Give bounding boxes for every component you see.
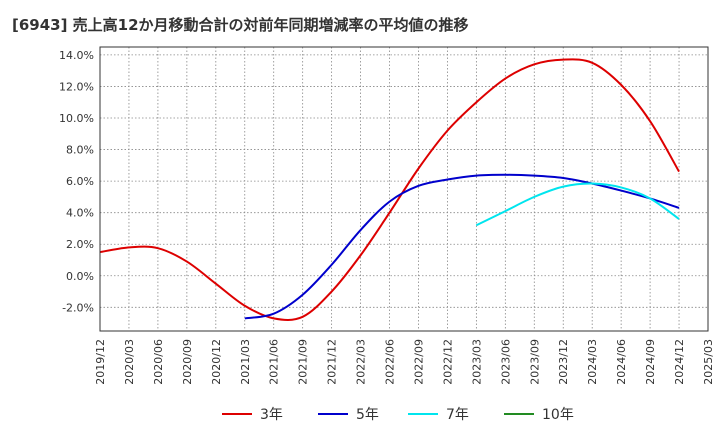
legend-label-2: 7年 xyxy=(446,407,469,423)
y-tick-label: 6.0% xyxy=(66,175,94,188)
x-tick-label: 2024/06 xyxy=(615,339,628,385)
x-tick-label: 2023/09 xyxy=(528,339,541,385)
y-tick-label: -2.0% xyxy=(62,301,94,314)
x-tick-label: 2021/06 xyxy=(268,339,281,385)
series-line-2 xyxy=(475,182,680,227)
y-tick-label: 12.0% xyxy=(59,80,94,93)
y-axis-ticks: -2.0% 0.0% 2.0% 4.0% 6.0% 8.0% 10.0% 12.0% 14.0% xyxy=(59,49,94,314)
x-tick-label: 2020/09 xyxy=(181,339,194,385)
x-axis-ticks: 2019/12 2020/03 2020/06 2020/09 2020/12 2021/… xyxy=(94,339,715,385)
y-tick-label: 0.0% xyxy=(66,270,94,283)
x-tick-label: 2022/03 xyxy=(355,339,368,385)
x-tick-label: 2023/03 xyxy=(470,339,483,385)
y-tick-label: 14.0% xyxy=(59,49,94,62)
legend-label-1: 5年 xyxy=(356,407,379,423)
legend-label-0: 3年 xyxy=(260,407,283,423)
y-tick-label: 8.0% xyxy=(66,144,94,157)
x-tick-label: 2024/09 xyxy=(644,339,657,385)
x-tick-label: 2022/12 xyxy=(441,339,454,385)
x-tick-label: 2023/06 xyxy=(499,339,512,385)
x-tick-label: 2020/06 xyxy=(152,339,165,385)
x-tick-label: 2025/03 xyxy=(702,339,715,385)
y-tick-label: 4.0% xyxy=(66,207,94,220)
x-tick-label: 2021/09 xyxy=(297,339,310,385)
x-tick-label: 2024/12 xyxy=(673,339,686,385)
x-tick-label: 2021/03 xyxy=(239,339,252,385)
x-tick-label: 2020/03 xyxy=(123,339,136,385)
x-tick-label: 2021/12 xyxy=(326,339,339,385)
x-tick-label: 2019/12 xyxy=(94,339,107,385)
series-line-0 xyxy=(99,58,680,321)
chart-title: [6943] 売上高12か月移動合計の対前年同期増減率の平均値の推移 xyxy=(12,16,469,34)
legend-label-3: 10年 xyxy=(542,407,574,423)
legend: 3年 5年 7年 10年 xyxy=(222,407,574,423)
y-tick-label: 2.0% xyxy=(66,238,94,251)
y-tick-label: 10.0% xyxy=(59,112,94,125)
x-tick-label: 2022/06 xyxy=(384,339,397,385)
x-tick-label: 2024/03 xyxy=(586,339,599,385)
plot-frame xyxy=(99,46,709,332)
series-lines xyxy=(99,58,680,321)
x-tick-label: 2023/12 xyxy=(557,339,570,385)
x-tick-label: 2022/09 xyxy=(412,339,425,385)
x-tick-label: 2020/12 xyxy=(210,339,223,385)
series-line-1 xyxy=(244,173,680,320)
